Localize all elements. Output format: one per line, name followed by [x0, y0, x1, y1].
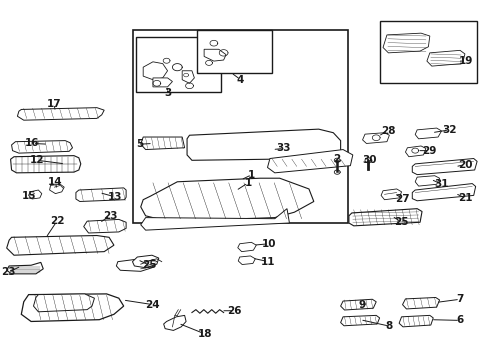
Polygon shape [341, 315, 380, 326]
Polygon shape [21, 294, 123, 321]
Text: 16: 16 [25, 139, 40, 148]
Polygon shape [116, 257, 157, 271]
Text: 9: 9 [359, 300, 366, 310]
Polygon shape [28, 190, 42, 199]
Polygon shape [12, 141, 73, 153]
Polygon shape [141, 178, 314, 221]
Polygon shape [412, 184, 476, 201]
Polygon shape [238, 256, 255, 265]
Polygon shape [415, 176, 440, 186]
Text: 13: 13 [108, 192, 122, 202]
Polygon shape [341, 299, 376, 310]
Polygon shape [412, 158, 477, 175]
Text: 30: 30 [362, 154, 377, 165]
Bar [136, 37, 221, 92]
Text: 22: 22 [49, 216, 64, 226]
Polygon shape [238, 242, 256, 252]
Text: 12: 12 [30, 155, 45, 165]
Bar [197, 30, 272, 73]
Text: 21: 21 [458, 193, 472, 203]
Polygon shape [405, 146, 426, 157]
Polygon shape [349, 209, 422, 226]
Polygon shape [49, 184, 64, 194]
Polygon shape [187, 129, 341, 160]
Text: 14: 14 [48, 177, 63, 187]
Bar [133, 30, 348, 223]
Text: 29: 29 [422, 146, 437, 156]
Text: 25: 25 [142, 260, 157, 270]
Text: 17: 17 [47, 99, 61, 109]
Text: 4: 4 [237, 75, 245, 85]
Text: 11: 11 [261, 257, 276, 267]
Text: 23: 23 [103, 211, 117, 221]
Polygon shape [182, 71, 195, 83]
Polygon shape [268, 149, 353, 173]
Polygon shape [363, 133, 390, 144]
Text: 33: 33 [276, 144, 291, 153]
Text: 27: 27 [395, 194, 410, 204]
Polygon shape [7, 262, 43, 274]
Text: 2: 2 [334, 154, 341, 164]
Polygon shape [84, 219, 126, 233]
Polygon shape [204, 49, 226, 61]
Text: 20: 20 [458, 159, 472, 170]
Text: 5: 5 [136, 139, 144, 149]
Text: 32: 32 [442, 125, 457, 135]
Polygon shape [427, 50, 465, 66]
Polygon shape [11, 156, 81, 173]
Text: 7: 7 [456, 294, 464, 304]
Text: 24: 24 [146, 300, 160, 310]
Text: 28: 28 [381, 126, 395, 136]
Text: 6: 6 [456, 315, 464, 325]
Polygon shape [402, 297, 440, 309]
Polygon shape [383, 33, 430, 53]
Polygon shape [76, 188, 126, 202]
Text: 31: 31 [435, 179, 449, 189]
Text: 3: 3 [164, 88, 171, 98]
Polygon shape [132, 255, 159, 268]
Polygon shape [141, 137, 185, 149]
Text: 15: 15 [22, 191, 36, 201]
Polygon shape [399, 315, 433, 327]
Polygon shape [7, 235, 114, 255]
Text: 8: 8 [386, 321, 393, 331]
Text: 23: 23 [1, 267, 15, 278]
Polygon shape [381, 189, 402, 200]
Text: 26: 26 [227, 306, 242, 316]
Polygon shape [18, 108, 104, 120]
Text: 25: 25 [394, 217, 409, 227]
Text: 19: 19 [459, 56, 473, 66]
Text: 10: 10 [262, 239, 276, 249]
Polygon shape [33, 294, 95, 312]
Polygon shape [143, 62, 168, 80]
Bar [380, 21, 477, 83]
Polygon shape [415, 128, 441, 139]
Text: 1: 1 [245, 178, 252, 188]
Polygon shape [153, 78, 172, 87]
Text: 18: 18 [198, 329, 212, 339]
Polygon shape [164, 315, 186, 330]
Polygon shape [141, 209, 290, 230]
Text: 1: 1 [248, 170, 255, 180]
